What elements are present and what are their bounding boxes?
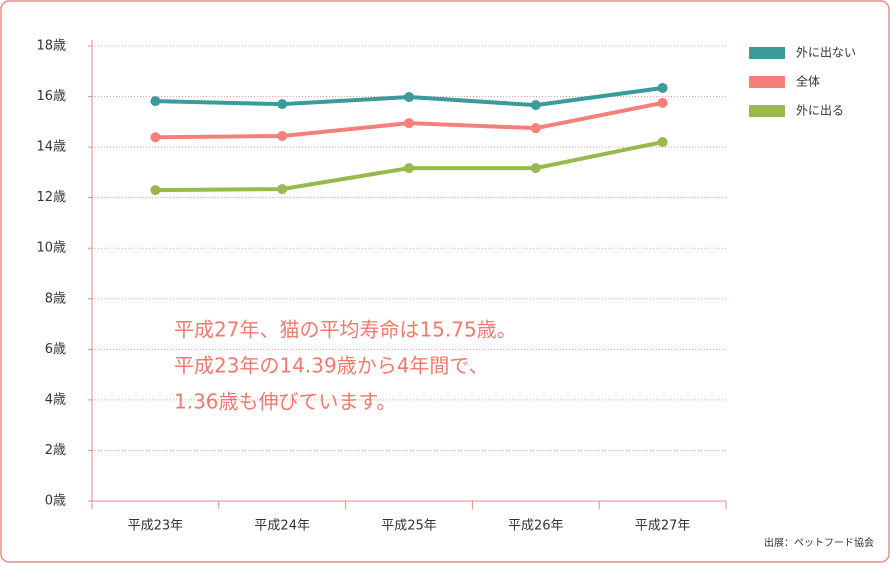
point [530, 163, 541, 174]
y-tick-label: 6歳 [45, 342, 66, 357]
point [404, 92, 414, 103]
x-tick-label: 平成27年 [635, 519, 691, 534]
source: 出展：ペットフード協会 [764, 536, 874, 549]
annotation: 平成27年、猫の平均寿命は15.75歳。 [174, 318, 517, 342]
point [657, 97, 668, 108]
y-tick-label: 10歳 [36, 241, 66, 256]
x-tick-label: 平成26年 [508, 519, 564, 534]
annotation: 1.36歳も伸びています。 [174, 390, 397, 414]
point [404, 163, 414, 174]
point [277, 130, 288, 141]
y-tick-label: 16歳 [36, 89, 66, 104]
y-tick-label: 2歳 [45, 443, 66, 458]
y-tick-label: 8歳 [45, 291, 66, 306]
point [277, 99, 288, 110]
legend-label: 全体 [796, 74, 820, 89]
legend-label: 外に出ない [796, 46, 856, 60]
point [404, 118, 414, 129]
point [657, 82, 668, 93]
y-tick-label: 18歳 [36, 39, 66, 54]
legend-swatch [749, 76, 785, 88]
y-tick-label: 0歳 [45, 494, 66, 509]
x-tick-label: 平成24年 [254, 519, 310, 534]
point [150, 96, 161, 107]
y-tick-label: 4歳 [45, 392, 66, 407]
x-tick-label: 平成25年 [381, 519, 437, 534]
point [150, 185, 161, 196]
annotation: 平成23年の14.39歳から4年間で、 [174, 354, 489, 378]
legend-swatch [749, 47, 785, 59]
point [530, 123, 541, 134]
point [657, 137, 668, 148]
point [277, 184, 288, 195]
legend-label: 外に出る [796, 104, 844, 118]
y-tick-label: 14歳 [36, 140, 66, 155]
point [150, 132, 161, 143]
legend-swatch [749, 105, 785, 117]
x-tick-label: 平成23年 [128, 519, 184, 534]
y-tick-label: 12歳 [36, 190, 66, 205]
point [530, 100, 541, 111]
